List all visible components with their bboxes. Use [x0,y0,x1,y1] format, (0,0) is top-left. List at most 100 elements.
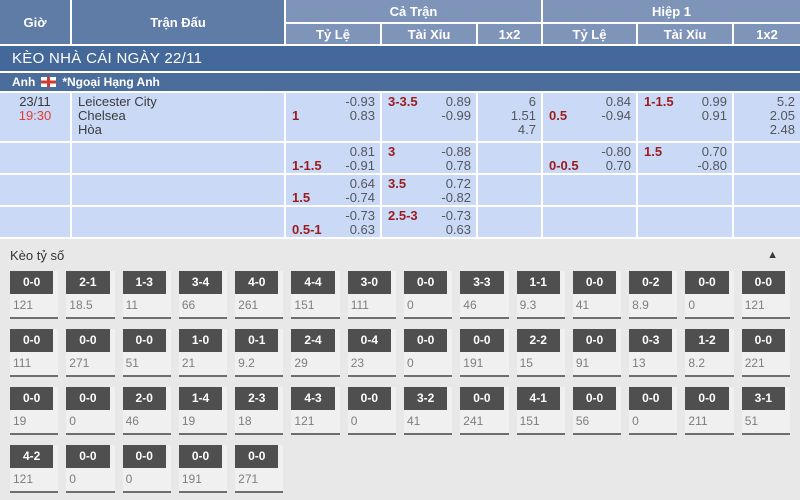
score-odds-cell[interactable]: 0-0 211 [685,387,734,435]
score-odds-cell[interactable]: 0-0 0 [347,387,396,435]
score-odds-cell[interactable]: 2-3 18 [235,387,284,435]
odds-value[interactable]: -0.80 [601,144,631,159]
odds-value[interactable]: -0.93 [345,94,375,109]
odds-value[interactable]: 0.89 [445,94,471,109]
score-odds-cell[interactable]: 4-4 151 [291,271,340,319]
odds-value[interactable]: -0.94 [601,108,631,123]
fulltime-handicap-cell[interactable]: 1.5 0.64 -0.74 [286,175,380,205]
score-odds-cell[interactable]: 0-3 13 [629,329,678,377]
odds-value[interactable]: 4.7 [517,122,536,137]
odds-value[interactable]: 0.70 [701,144,727,159]
firsthalf-overunder-cell[interactable]: 1.5 0.70 -0.80 [638,143,732,173]
score-odds-cell[interactable]: 0-0 221 [741,329,790,377]
odds-value[interactable]: 0.91 [701,108,727,123]
score-odds-cell[interactable]: 4-1 151 [516,387,565,435]
league-bar[interactable]: Anh *Ngoại Hạng Anh [0,73,800,91]
score-odds-cell[interactable]: 3-2 41 [403,387,453,435]
fulltime-handicap-cell[interactable]: 0.5-1 -0.73 0.63 [286,207,380,237]
score-odds-cell[interactable]: 0-0 0 [629,387,678,435]
fulltime-overunder-cell[interactable]: 3-3.5 0.89 -0.99 [382,93,476,141]
score-odds-cell[interactable]: 0-4 23 [347,329,396,377]
odds-value[interactable]: 0.84 [605,94,631,109]
firsthalf-overunder-cell[interactable]: 1-1.5 0.99 0.91 [638,93,732,141]
odds-value[interactable]: -0.88 [441,144,471,159]
score-odds-cell[interactable]: 3-1 51 [741,387,790,435]
score-odds-cell[interactable]: 0-0 241 [460,387,509,435]
fulltime-overunder-cell[interactable]: 3.5 0.72 -0.82 [382,175,476,205]
odds-value[interactable]: 0.63 [445,222,471,237]
score-odds-cell[interactable]: 4-2 121 [10,445,59,493]
score-odds-cell[interactable]: 0-0 191 [460,329,509,377]
score-odds-cell[interactable]: 2-1 18.5 [66,271,115,319]
score-odds-cell[interactable]: 0-0 41 [572,271,622,319]
odds-value[interactable]: 0.99 [701,94,727,109]
score-odds-cell[interactable]: 0-0 0 [403,271,453,319]
score-odds-cell[interactable]: 0-0 271 [235,445,284,493]
score-odds-cell[interactable]: 4-3 121 [291,387,340,435]
match-cell [72,175,284,205]
score-odds-cell[interactable]: 2-0 46 [122,387,171,435]
score-odds-cell[interactable]: 0-0 121 [741,271,790,319]
odds-value[interactable]: -0.73 [345,208,375,223]
score-odds-cell[interactable]: 4-0 261 [235,271,284,319]
odds-value[interactable]: -0.73 [441,208,471,223]
odds-value[interactable]: 6 [528,94,536,109]
score-odds-cell[interactable]: 0-1 9.2 [235,329,284,377]
score-odds-cell[interactable]: 1-3 11 [122,271,171,319]
triangle-up-icon[interactable]: ▲ [767,248,778,261]
score-odds-cell[interactable]: 0-0 91 [572,329,622,377]
fulltime-overunder-cell[interactable]: 2.5-3 -0.73 0.63 [382,207,476,237]
fulltime-handicap-cell[interactable]: 1-1.5 0.81 -0.91 [286,143,380,173]
odds-value[interactable]: 0.72 [445,176,471,191]
odds-value[interactable]: 5.2 [776,94,795,109]
score-odds-cell[interactable]: 3-4 66 [178,271,228,319]
firsthalf-1x2-cell[interactable]: 5.2 2.05 2.48 [734,93,800,141]
odds-value[interactable]: -0.91 [345,158,375,173]
score-odds-cell[interactable]: 2-2 15 [516,329,565,377]
firsthalf-handicap-cell[interactable]: 0.5 0.84 -0.94 [543,93,636,141]
score-odds-cell[interactable]: 0-0 56 [572,387,622,435]
odds-value[interactable]: 0.78 [445,158,471,173]
score-odds-cell[interactable]: 3-3 46 [460,271,509,319]
score-odds-cell[interactable]: 3-0 111 [347,271,396,319]
score-label: 1-0 [178,329,223,352]
score-odds-cell[interactable]: 0-0 191 [178,445,228,493]
odds-value[interactable]: 1.51 [510,108,536,123]
odds-value[interactable]: 0.81 [349,144,375,159]
score-odds-cell[interactable]: 1-4 19 [178,387,228,435]
score-odds-cell[interactable]: 0-0 0 [403,329,453,377]
away-team[interactable]: Chelsea [78,108,126,123]
score-odds-cell[interactable]: 0-0 0 [66,445,115,493]
odds-value[interactable]: -0.99 [441,108,471,123]
match-teams-cell[interactable]: Leicester City Chelsea Hòa [72,93,284,141]
score-odds-cell[interactable]: 1-0 21 [178,329,228,377]
score-odds-cell[interactable]: 0-0 0 [122,445,171,493]
score-odds-cell[interactable]: 1-1 9.3 [516,271,565,319]
score-odds-cell[interactable]: 1-2 8.2 [685,329,734,377]
odds-value[interactable]: 0.70 [605,158,631,173]
odds-value[interactable]: -0.74 [345,190,375,205]
firsthalf-handicap-cell[interactable]: 0-0.5 -0.80 0.70 [543,143,636,173]
score-odds-cell[interactable]: 0-0 111 [10,329,59,377]
odds-value[interactable]: 0.64 [349,176,375,191]
score-row: 4-2 121 0-0 0 0-0 0 0-0 191 0-0 271 [0,445,800,493]
score-odds-cell[interactable]: 0-0 51 [122,329,171,377]
odds-value[interactable]: -0.80 [697,158,727,173]
score-odds-value: 8.9 [632,298,649,312]
odds-value[interactable]: 2.05 [769,108,795,123]
score-odds-cell[interactable]: 2-4 29 [291,329,340,377]
fulltime-overunder-cell[interactable]: 3 -0.88 0.78 [382,143,476,173]
score-odds-cell[interactable]: 0-0 271 [66,329,115,377]
odds-value[interactable]: -0.82 [441,190,471,205]
score-odds-cell[interactable]: 0-2 8.9 [629,271,678,319]
score-odds-cell[interactable]: 0-0 0 [66,387,115,435]
odds-value[interactable]: 2.48 [769,122,795,137]
score-odds-cell[interactable]: 0-0 121 [10,271,59,319]
odds-value[interactable]: 0.83 [349,108,375,123]
score-odds-cell[interactable]: 0-0 19 [10,387,59,435]
home-team[interactable]: Leicester City [78,94,157,109]
score-odds-cell[interactable]: 0-0 0 [685,271,734,319]
odds-value[interactable]: 0.63 [349,222,375,237]
fulltime-handicap-cell[interactable]: 1 -0.93 0.83 [286,93,380,141]
fulltime-1x2-cell[interactable]: 6 1.51 4.7 [478,93,541,141]
